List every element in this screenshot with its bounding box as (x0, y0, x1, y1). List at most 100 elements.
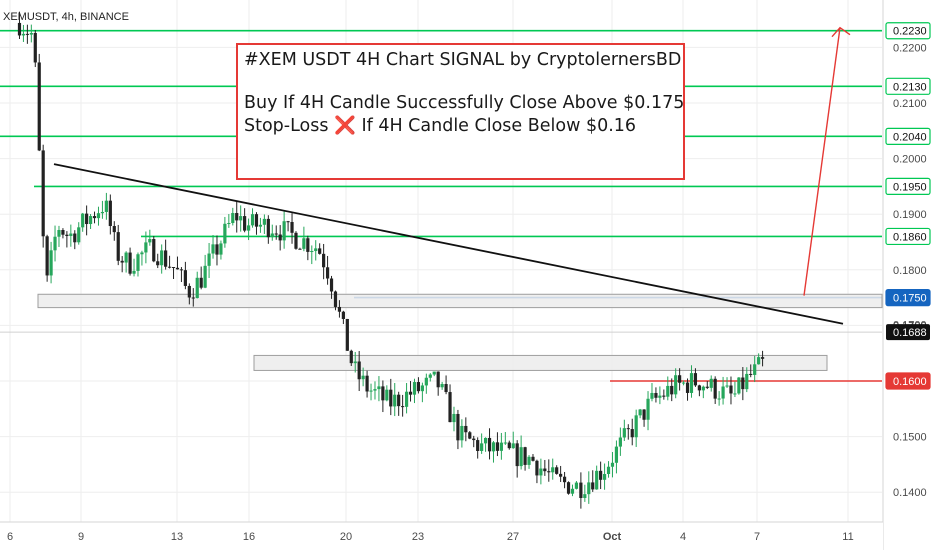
candle (464, 417, 468, 442)
candle (599, 461, 603, 490)
candle (333, 290, 338, 311)
candle-body (428, 374, 432, 378)
candle (476, 437, 480, 459)
candle-body (618, 437, 622, 447)
time-tick-label: 9 (78, 531, 84, 543)
candle (444, 375, 448, 395)
candle (61, 228, 65, 239)
price-tick-label: 0.2200 (893, 42, 927, 54)
candle-body (286, 221, 290, 223)
candle-body (187, 285, 191, 298)
candle-body (262, 218, 266, 225)
candle (53, 225, 57, 262)
candle-body (515, 443, 519, 467)
candle-body (452, 413, 456, 423)
candle (460, 419, 464, 448)
candle (531, 454, 535, 462)
candle (278, 225, 282, 251)
candle (721, 376, 725, 405)
candle (96, 206, 101, 226)
candle (65, 231, 69, 248)
candle (219, 240, 223, 260)
candle (527, 455, 531, 469)
candle-body (219, 243, 223, 255)
candle-body (207, 253, 211, 266)
candle-body (642, 409, 646, 420)
candle-body (81, 213, 85, 228)
candle (49, 241, 53, 284)
candle (555, 465, 559, 475)
candle (250, 208, 255, 228)
candle-body (725, 385, 729, 387)
price-tick-label: 0.1400 (893, 487, 927, 499)
candle-body (397, 394, 401, 407)
candle-body (369, 390, 373, 392)
candle-body (353, 361, 357, 364)
candle-body (239, 216, 243, 221)
candle-body (574, 482, 579, 489)
candle-body (164, 250, 168, 267)
candle (306, 235, 310, 261)
candle-body (491, 442, 496, 452)
candle (29, 24, 33, 43)
candle-body (45, 236, 49, 276)
candle (235, 200, 239, 233)
candle-body (203, 265, 207, 288)
candle-body (17, 22, 22, 36)
candle-body (420, 385, 424, 392)
candle (630, 418, 634, 446)
candle-body (77, 227, 81, 243)
time-axis-bg (0, 522, 883, 550)
candle (622, 419, 626, 441)
candle-body (713, 378, 717, 399)
candle (41, 144, 45, 248)
candle-body (634, 415, 638, 438)
level-tag-0.2040: 0.2040 (885, 127, 931, 145)
stop-loss-rule: If 4H Candle Close Below $0.16 (361, 116, 637, 136)
candle (132, 258, 136, 277)
candle (507, 440, 511, 450)
candle (57, 225, 61, 247)
candle (389, 378, 393, 416)
candle-body (37, 62, 41, 151)
candle-body (393, 394, 397, 407)
candle-body (674, 375, 678, 395)
candle-body (88, 216, 93, 225)
candle-body (329, 278, 334, 292)
candle (587, 471, 591, 504)
candle-body (361, 375, 365, 380)
candle (737, 377, 741, 395)
candle (642, 409, 646, 427)
candle-body (266, 218, 270, 238)
candle (491, 441, 496, 463)
time-tick-label: 16 (243, 531, 255, 543)
candle-body (566, 482, 571, 494)
candle-body (140, 252, 144, 255)
candle-body (132, 270, 136, 274)
candle-body (662, 395, 666, 397)
candle-body (678, 375, 682, 383)
candle-body (483, 437, 488, 444)
candle (175, 256, 180, 270)
level-tag-box (885, 22, 931, 40)
current-price-tag: 0.1688 (886, 324, 930, 341)
stop-loss-condition: Stop-Loss ❌ If 4H Candle Close Below $0.… (244, 115, 683, 138)
candle-body (658, 395, 662, 398)
time-tick-label: 11 (842, 531, 853, 543)
candle (416, 377, 421, 394)
candle (618, 427, 622, 456)
candle (480, 433, 484, 454)
candle (753, 355, 757, 383)
candle-body (685, 382, 690, 393)
candle-body (519, 447, 523, 467)
candle-body (555, 467, 559, 474)
candle-body (741, 377, 745, 390)
signal-title: #XEM USDT 4H Chart SIGNAL by Cryptolerne… (244, 50, 682, 70)
candle-body (333, 291, 338, 307)
candle (171, 266, 176, 280)
time-tick-label: 4 (680, 531, 686, 543)
candle-body (377, 386, 381, 390)
candle (266, 215, 270, 244)
candle-body (120, 260, 124, 263)
